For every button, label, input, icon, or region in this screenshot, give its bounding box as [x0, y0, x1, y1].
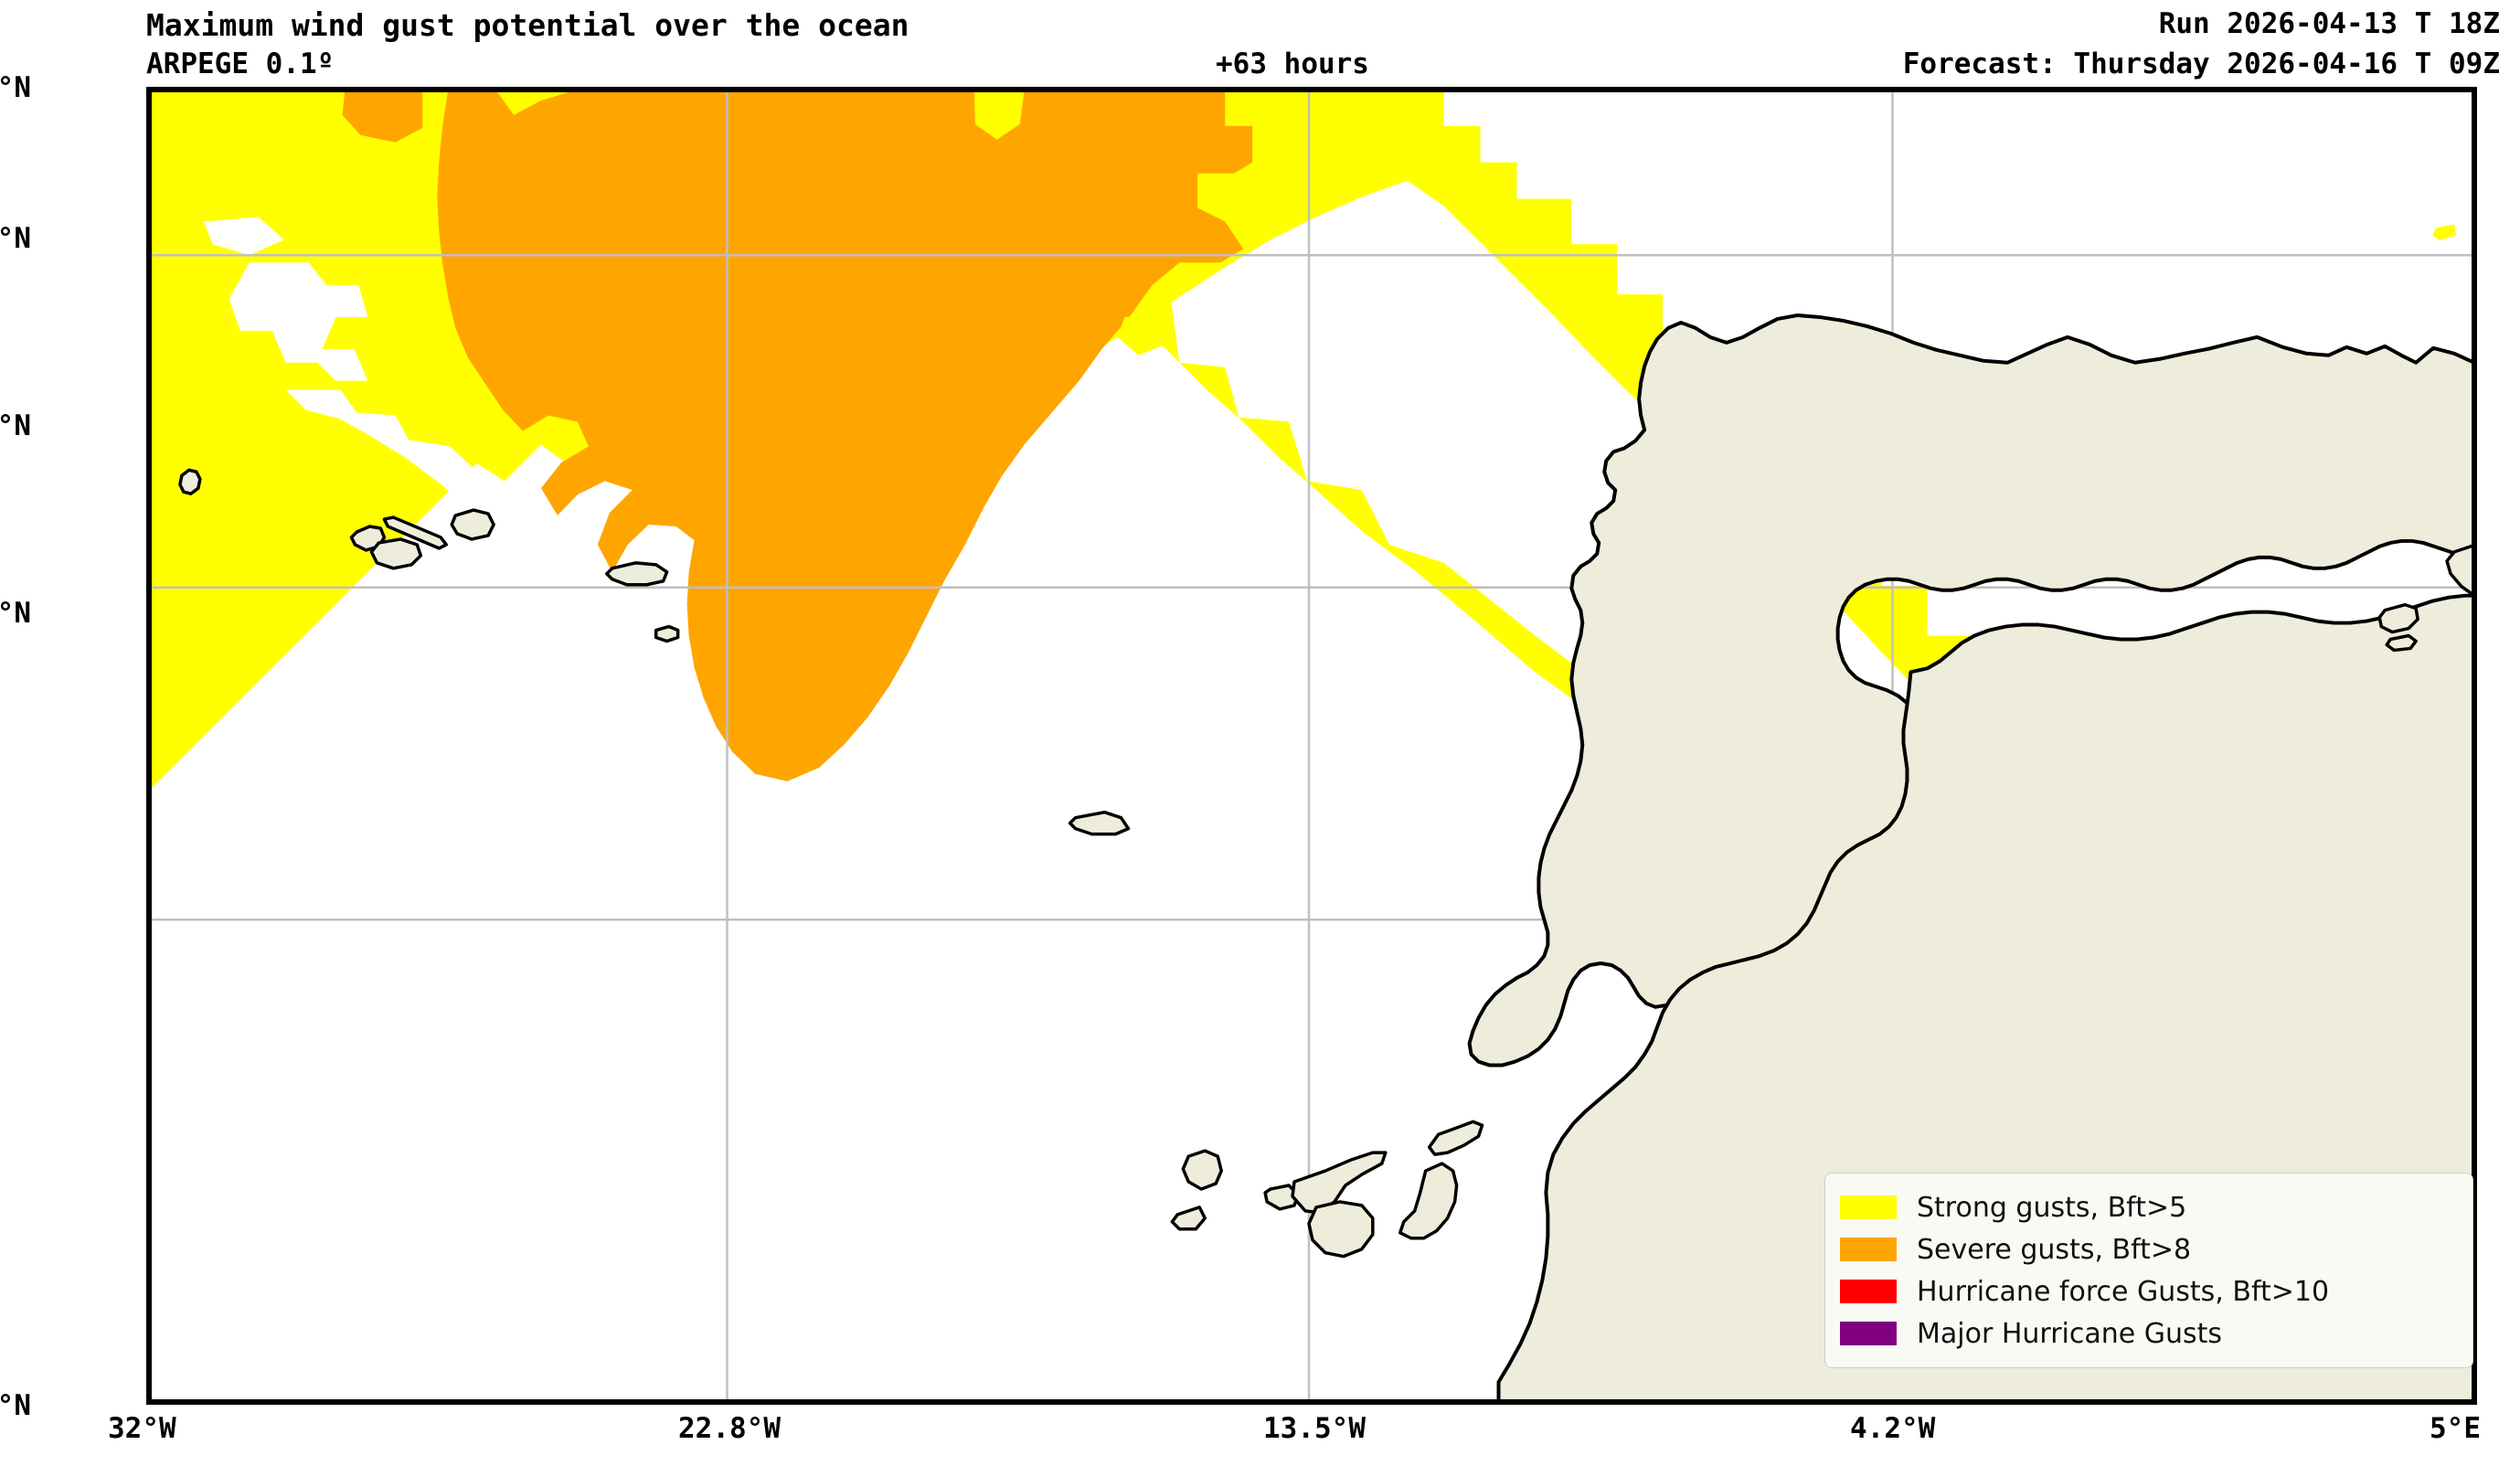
x-axis-tick-2: 13.5°W — [1263, 1412, 1366, 1445]
legend-label-strong-gusts: Strong gusts, Bft>5 — [1917, 1191, 2187, 1224]
y-axis-tick-2: 35.4°N — [0, 409, 31, 442]
gust-layer-mediterranean — [2432, 224, 2457, 241]
island-tenerife — [1291, 1151, 1388, 1215]
y-axis-tick-3: 30.2°N — [0, 597, 31, 630]
gust-hole-2 — [285, 389, 710, 682]
island-el-hierro — [1170, 1206, 1207, 1231]
page-title: Maximum wind gust potential over the oce… — [146, 7, 909, 43]
island-ibiza — [2377, 602, 2419, 634]
island-lanzarote — [1427, 1120, 1484, 1156]
legend-item-strong-gusts[interactable]: Strong gusts, Bft>5 — [1840, 1186, 2456, 1228]
island-santa-maria — [654, 624, 680, 643]
run-time-label: Run 2026-04-13 T 18Z — [2158, 7, 2500, 40]
y-axis-tick-1: 40.7°N — [0, 222, 31, 255]
gust-patch-ne-corner — [2432, 224, 2457, 241]
legend-label-major-hurricane-gusts: Major Hurricane Gusts — [1917, 1317, 2223, 1350]
gust-hole-10 — [1133, 753, 1221, 792]
gust-notch-yellow-in-orange — [973, 90, 1025, 140]
island-la-palma — [1181, 1149, 1223, 1191]
legend-label-hurricane-force-gusts: Hurricane force Gusts, Bft>10 — [1917, 1275, 2330, 1308]
legend-item-major-hurricane-gusts[interactable]: Major Hurricane Gusts — [1840, 1312, 2456, 1354]
island-la-gomera — [1263, 1184, 1300, 1211]
legend-panel[interactable]: Strong gusts, Bft>5 Severe gusts, Bft>8 … — [1824, 1173, 2473, 1368]
island-pico — [369, 537, 423, 570]
gust-hole-5 — [378, 585, 515, 656]
gust-region-orange-patch-top — [342, 90, 423, 143]
gust-hole-6 — [505, 661, 633, 723]
legend-swatch-strong-gusts — [1840, 1195, 1897, 1219]
legend-item-severe-gusts[interactable]: Severe gusts, Bft>8 — [1840, 1228, 2456, 1270]
gust-hole-1 — [229, 262, 368, 381]
island-terceira — [450, 508, 495, 541]
y-axis-tick-4: 25°N — [0, 1389, 31, 1422]
x-axis-tick-0: 32°W — [108, 1412, 176, 1445]
island-sao-miguel — [605, 561, 669, 587]
legend-item-hurricane-force-gusts[interactable]: Hurricane force Gusts, Bft>10 — [1840, 1270, 2456, 1312]
island-mallorca — [2445, 543, 2474, 598]
gust-notch-yellow-in-orange-2 — [1117, 312, 1171, 356]
x-axis-tick-3: 4.2°W — [1850, 1412, 1936, 1445]
lead-time-label: +63 hours — [1216, 48, 1369, 80]
forecast-time-label: Forecast: Thursday 2026-04-16 T 09Z — [1902, 48, 2500, 80]
x-axis-tick-4: 5°E — [2430, 1412, 2481, 1445]
plot-frame — [149, 90, 2474, 1402]
island-flores — [178, 468, 202, 495]
island-madeira — [1068, 810, 1131, 836]
gust-layer-severe — [342, 90, 1253, 781]
island-sao-jorge — [382, 515, 448, 550]
island-gran-canaria — [1307, 1200, 1375, 1259]
y-axis-tick-0: 45.9°N — [0, 71, 31, 104]
gust-region-orange-wedge — [437, 90, 1253, 781]
gust-hole-7 — [203, 217, 284, 256]
gust-hole-8 — [1507, 599, 1600, 643]
model-label: ARPEGE 0.1º — [146, 48, 335, 80]
island-fuerteventura — [1398, 1162, 1459, 1240]
island-formentera — [2385, 633, 2418, 653]
legend-swatch-hurricane-force-gusts — [1840, 1280, 1897, 1303]
legend-swatch-severe-gusts — [1840, 1238, 1897, 1261]
legend-label-severe-gusts: Severe gusts, Bft>8 — [1917, 1233, 2192, 1266]
legend-swatch-major-hurricane-gusts — [1840, 1322, 1897, 1345]
x-axis-tick-1: 22.8°W — [678, 1412, 781, 1445]
